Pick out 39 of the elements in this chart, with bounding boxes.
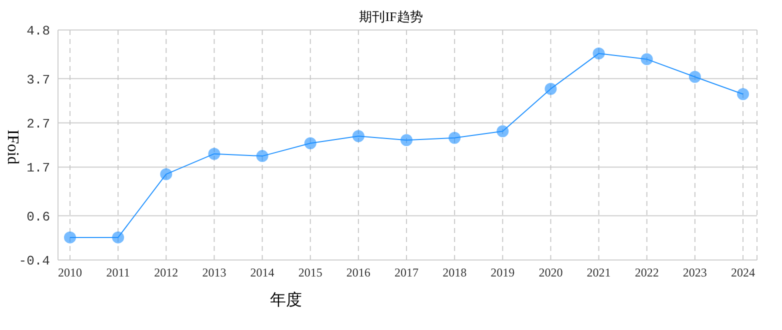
- point: [737, 88, 749, 100]
- chart-title: 期刊IF趋势: [359, 9, 423, 24]
- x-axis-title: 年度: [270, 290, 302, 311]
- x-tick-label: 2019: [490, 266, 515, 280]
- point: [208, 148, 220, 160]
- x-tick-label: 2023: [682, 266, 707, 280]
- y-tick-label: 2.7: [26, 116, 50, 132]
- point: [592, 47, 605, 60]
- x-tick-label: 2024: [731, 266, 755, 280]
- x-tick-label: 2022: [634, 266, 659, 280]
- point: [64, 231, 76, 244]
- point: [256, 150, 268, 162]
- y-tick-label: 0.6: [26, 209, 50, 224]
- x-tick-label: 2014: [250, 266, 274, 280]
- x-tick-label: 2021: [586, 266, 611, 280]
- point: [496, 125, 509, 138]
- x-tick-label: 2011: [106, 266, 130, 280]
- point: [544, 82, 557, 95]
- point: [448, 132, 461, 144]
- y-axis-title: IFoid: [3, 128, 21, 166]
- x-tick-label: 2013: [202, 266, 226, 280]
- x-tick-label: 2017: [394, 266, 418, 280]
- point: [112, 231, 124, 244]
- x-tick-label: 2015: [298, 266, 322, 280]
- point: [688, 70, 701, 83]
- x-tick-label: 2012: [154, 266, 178, 280]
- x-tick-label: 2020: [538, 266, 563, 280]
- y-tick-label: -0.4: [18, 254, 50, 269]
- point: [160, 168, 172, 180]
- y-tick-label: 1.7: [26, 160, 50, 176]
- x-tick-label: 2016: [346, 266, 370, 280]
- point: [352, 130, 364, 142]
- point: [400, 134, 412, 146]
- y-tick-label: 3.7: [26, 72, 50, 88]
- y-tick-label: 4.8: [26, 24, 50, 39]
- x-tick-label: 2010: [58, 266, 82, 280]
- point: [304, 137, 316, 150]
- x-tick-label: 2018: [442, 266, 467, 280]
- point: [640, 53, 653, 66]
